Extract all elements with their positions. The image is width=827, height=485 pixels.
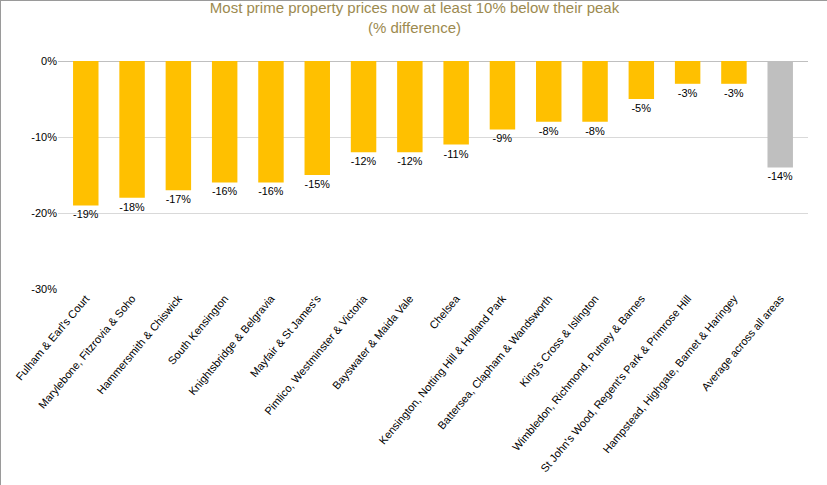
- svg-text:Hampstead, Highgate, Barnet &: Hampstead, Highgate, Barnet & Haringey: [600, 292, 740, 455]
- svg-text:-18%: -18%: [119, 201, 145, 213]
- svg-text:Bayswater & Maida Vale: Bayswater & Maida Vale: [330, 293, 416, 392]
- svg-text:-12%: -12%: [397, 155, 423, 167]
- svg-text:Average across all areas: Average across all areas: [699, 292, 786, 393]
- svg-text:-15%: -15%: [305, 178, 331, 190]
- svg-text:-19%: -19%: [73, 208, 99, 220]
- svg-text:-8%: -8%: [539, 125, 559, 137]
- svg-text:-16%: -16%: [258, 185, 284, 197]
- svg-text:-5%: -5%: [631, 102, 651, 114]
- svg-text:Fulham & Earl's Court: Fulham & Earl's Court: [13, 293, 91, 383]
- svg-text:Pimlico, Westminster & Victori: Pimlico, Westminster & Victoria: [262, 292, 370, 417]
- svg-text:-20%: -20%: [31, 207, 57, 219]
- svg-text:Most prime property prices now: Most prime property prices now at least …: [210, 1, 620, 36]
- svg-text:-17%: -17%: [166, 193, 192, 205]
- svg-text:Battersea, Clapham & Wandswort: Battersea, Clapham & Wandsworth: [435, 293, 554, 432]
- svg-text:0%: 0%: [41, 55, 57, 67]
- svg-text:St John's Wood, Regent's Park: St John's Wood, Regent's Park & Primrose…: [538, 293, 693, 475]
- svg-text:Kensington, Notting Hill & Hol: Kensington, Notting Hill & Holland Park: [376, 292, 508, 446]
- svg-text:-30%: -30%: [31, 283, 57, 295]
- svg-text:King's Cross & Islington: King's Cross & Islington: [517, 293, 601, 389]
- svg-text:South Kensington: South Kensington: [165, 293, 230, 367]
- svg-text:-10%: -10%: [31, 131, 57, 143]
- svg-text:Knightsbridge & Belgravia: Knightsbridge & Belgravia: [186, 292, 277, 397]
- svg-text:Wimbledon, Richmond, Putney &: Wimbledon, Richmond, Putney & Barnes: [510, 292, 648, 453]
- svg-text:-8%: -8%: [585, 125, 605, 137]
- svg-text:-3%: -3%: [678, 87, 698, 99]
- svg-text:-11%: -11%: [444, 148, 469, 160]
- svg-text:Marylebone, Fitzrovia & Soho: Marylebone, Fitzrovia & Soho: [36, 293, 138, 411]
- svg-text:Chelsea: Chelsea: [427, 292, 463, 331]
- svg-text:-12%: -12%: [351, 155, 377, 167]
- svg-text:Hammersmith & Chiswick: Hammersmith & Chiswick: [94, 292, 184, 396]
- svg-text:-14%: -14%: [768, 170, 794, 182]
- svg-text:-3%: -3%: [724, 87, 744, 99]
- svg-text:-9%: -9%: [493, 132, 513, 144]
- svg-text:-16%: -16%: [212, 185, 238, 197]
- svg-text:Mayfair & St James's: Mayfair & St James's: [248, 292, 324, 379]
